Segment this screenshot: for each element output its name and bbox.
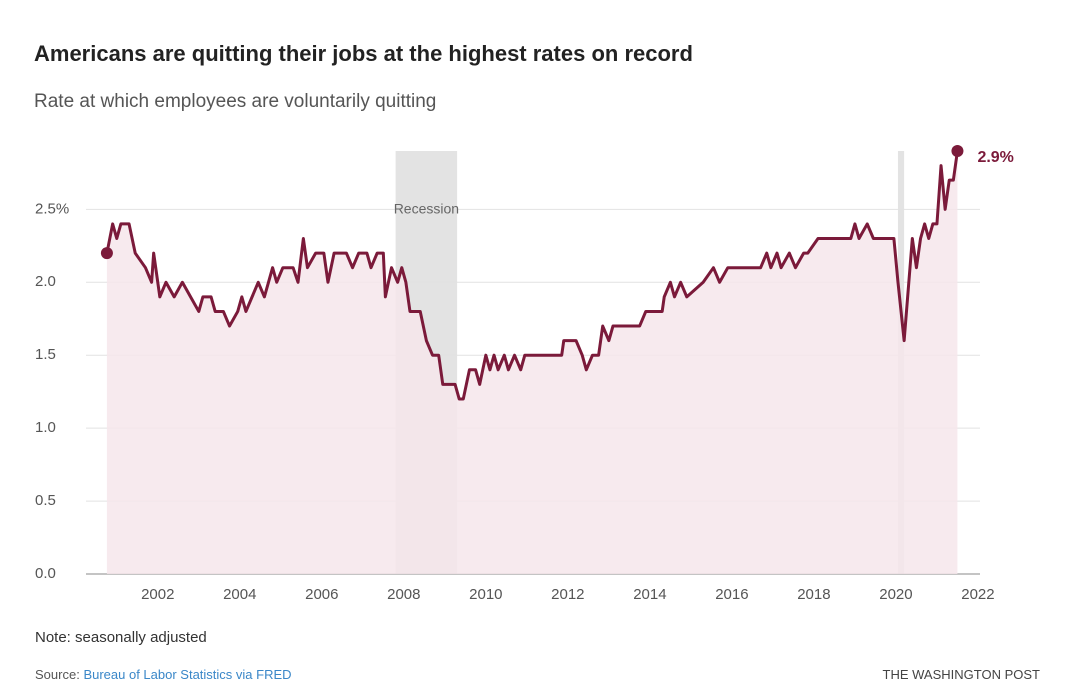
y-tick-label: 0.5 — [35, 492, 56, 509]
x-tick-label: 2022 — [961, 586, 994, 603]
x-tick-label: 2010 — [469, 586, 502, 603]
x-tick-label: 2002 — [141, 586, 174, 603]
recession-label: Recession — [394, 201, 459, 217]
chart-subtitle: Rate at which employees are voluntarily … — [34, 91, 436, 112]
x-tick-label: 2008 — [387, 586, 420, 603]
x-tick-label: 2018 — [797, 586, 830, 603]
source: Source: Bureau of Labor Statistics via F… — [35, 667, 292, 682]
line — [105, 150, 959, 401]
y-tick-label: 1.5 — [35, 346, 56, 363]
x-tick-label: 2012 — [551, 586, 584, 603]
x-tick-label: 2014 — [633, 586, 666, 603]
credit: THE WASHINGTON POST — [882, 667, 1040, 682]
note: Note: seasonally adjusted — [35, 629, 207, 646]
x-tick-label: 2006 — [305, 586, 338, 603]
y-tick-label: 2.5% — [35, 200, 69, 217]
x-tick-label: 2020 — [879, 586, 912, 603]
y-tick-label: 2.0 — [35, 273, 56, 290]
x-tick-label: 2016 — [715, 586, 748, 603]
y-tick-label: 0.0 — [35, 565, 56, 582]
end-dot — [951, 145, 964, 157]
end-label: 2.9% — [977, 149, 1013, 166]
x-tick-label: 2004 — [223, 586, 256, 603]
area — [106, 151, 958, 574]
y-tick-label: 1.0 — [35, 419, 56, 436]
chart-title: Americans are quitting their jobs at the… — [34, 41, 693, 66]
source-link[interactable]: Bureau of Labor Statistics via FRED — [83, 667, 292, 682]
end-dot — [100, 247, 113, 260]
source-label: Source: — [35, 667, 80, 682]
